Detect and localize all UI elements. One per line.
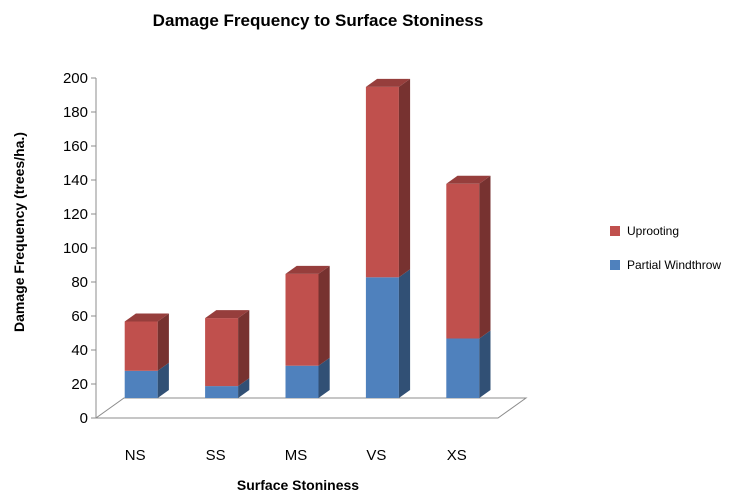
- x-tick-label: MS: [285, 447, 308, 464]
- bar-uprooting-xs: [446, 175, 491, 339]
- x-tick-label: SS: [206, 447, 226, 464]
- chart-floor: [94, 397, 528, 419]
- y-tick-label: 160: [63, 138, 88, 155]
- bar-side: [157, 362, 169, 398]
- bar-side: [398, 269, 411, 398]
- bar-front: [205, 386, 239, 398]
- bar-side: [318, 265, 330, 366]
- y-tick-label: 100: [63, 240, 88, 257]
- bar-front: [365, 86, 399, 278]
- legend-label: Uprooting: [627, 224, 679, 238]
- bar-front: [124, 370, 158, 398]
- bar-front: [446, 183, 480, 339]
- bar-side: [157, 313, 169, 371]
- bar-side: [238, 310, 250, 387]
- bar-side: [318, 357, 330, 398]
- y-tick-label: 20: [71, 376, 88, 393]
- y-tick-label: 80: [71, 274, 88, 291]
- bar-top: [446, 175, 491, 184]
- chart-title: Damage Frequency to Surface Stoniness: [153, 11, 484, 30]
- bar-uprooting-ss: [205, 310, 250, 387]
- bar-side: [238, 378, 250, 398]
- x-tick-label: VS: [366, 447, 386, 464]
- x-tick-label: XS: [447, 447, 467, 464]
- legend: Uprooting Partial Windthrow: [610, 224, 721, 272]
- bar-partial-windthrow-ns: [124, 362, 169, 398]
- bar-side: [479, 330, 491, 398]
- x-tick-label: NS: [125, 447, 146, 464]
- bar-uprooting-vs: [365, 78, 411, 278]
- y-tick-label: 40: [71, 342, 88, 359]
- bar-top: [285, 265, 330, 274]
- bar-front: [285, 273, 319, 366]
- y-tick-label: 180: [63, 104, 88, 121]
- y-tick-label: 140: [63, 172, 88, 189]
- legend-label: Partial Windthrow: [627, 258, 721, 272]
- bar-partial-windthrow-ss: [205, 378, 250, 398]
- y-tick-label: 60: [71, 308, 88, 325]
- y-axis-label: Damage Frequency (trees/ha.): [11, 132, 27, 332]
- y-tick-label: 0: [80, 410, 88, 427]
- bar-front: [285, 365, 319, 398]
- bar-top: [205, 310, 250, 319]
- x-axis-label: Surface Stoniness: [237, 477, 359, 493]
- bar-uprooting-ns: [124, 313, 169, 371]
- bar-partial-windthrow-ms: [285, 357, 330, 398]
- y-tick-label: 200: [63, 70, 88, 87]
- bar-front: [124, 321, 158, 371]
- bar-front: [365, 277, 399, 398]
- plot-area: 0 20 40 60 80 100 120 140 160 180 200 NS SS MS VS XS: [63, 70, 528, 464]
- bar-uprooting-ms: [285, 265, 330, 366]
- bar-partial-windthrow-xs: [446, 330, 491, 398]
- y-tick-label: 120: [63, 206, 88, 223]
- bar-front: [205, 318, 239, 387]
- bar-partial-windthrow-vs: [365, 269, 411, 398]
- bar-top: [365, 78, 411, 87]
- bar-side: [398, 78, 411, 278]
- bar-top: [124, 313, 169, 322]
- legend-swatch: [610, 260, 620, 270]
- bar-front: [446, 338, 480, 398]
- legend-swatch: [610, 226, 620, 236]
- bar-side: [479, 175, 491, 339]
